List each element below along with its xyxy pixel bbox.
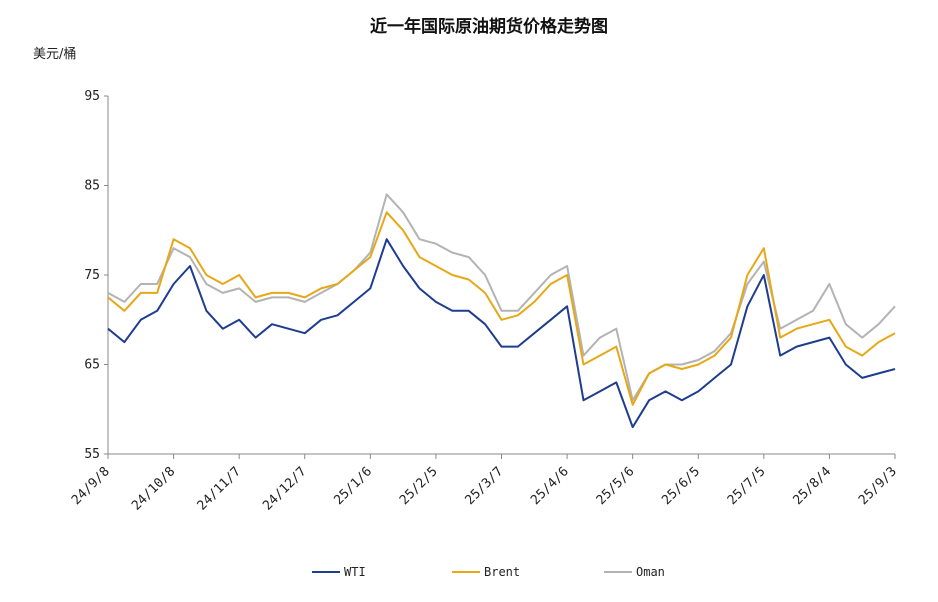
x-tick-label: 25/6/5	[659, 464, 703, 508]
y-tick-label: 55	[84, 447, 100, 462]
legend: WTI Brent Oman	[312, 565, 665, 579]
x-tick-label: 24/12/7	[260, 464, 309, 513]
x-tick-label: 25/9/3	[856, 464, 900, 508]
series-line-wti	[107, 238, 896, 429]
x-tick-label: 25/1/6	[331, 464, 375, 508]
x-tick-label: 25/5/6	[594, 464, 638, 508]
axes	[107, 96, 895, 455]
y-tick-label: 65	[84, 358, 100, 373]
y-tick-label: 95	[84, 89, 100, 104]
series-line-brent	[107, 211, 896, 406]
y-axis-unit-label: 美元/桶	[33, 47, 76, 62]
x-tick-label: 25/3/7	[463, 464, 507, 508]
x-ticks: 24/9/8 24/10/8 24/11/7 24/12/7 25/1/6 25/2/5 2…	[69, 454, 900, 514]
series-lines	[107, 193, 896, 429]
x-tick-label: 25/7/5	[725, 464, 769, 508]
x-tick-label: 24/9/8	[69, 464, 113, 508]
chart-title: 近一年国际原油期货价格走势图	[370, 16, 608, 37]
legend-label-wti: WTI	[344, 565, 366, 579]
x-tick-label: 24/10/8	[129, 464, 178, 513]
x-tick-label: 25/8/4	[790, 464, 834, 508]
legend-item-wti[interactable]: WTI	[312, 565, 366, 579]
x-tick-label: 25/2/5	[397, 464, 441, 508]
x-tick-label: 25/4/6	[528, 464, 572, 508]
y-tick-label: 85	[84, 179, 100, 194]
legend-item-brent[interactable]: Brent	[452, 565, 520, 579]
legend-label-oman: Oman	[636, 565, 665, 579]
series-line-oman	[107, 193, 896, 402]
y-tick-label: 75	[84, 268, 100, 283]
legend-item-oman[interactable]: Oman	[604, 565, 665, 579]
legend-label-brent: Brent	[484, 565, 520, 579]
x-tick-label: 24/11/7	[195, 464, 244, 513]
y-ticks: 55 65 75 85 95	[84, 89, 108, 462]
